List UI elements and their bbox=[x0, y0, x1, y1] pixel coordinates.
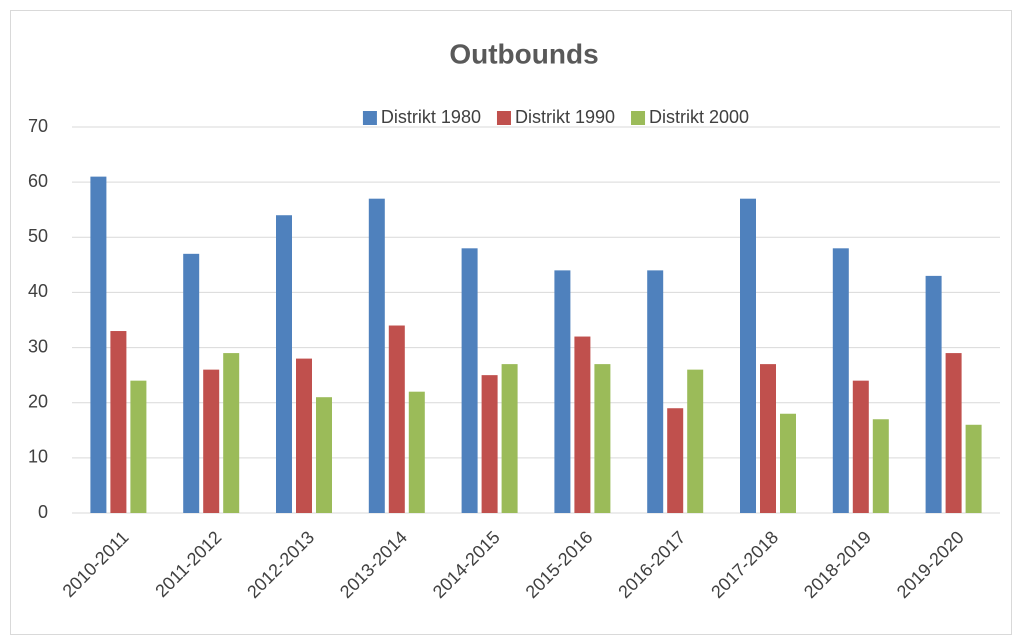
y-tick-label: 0 bbox=[38, 502, 48, 522]
bar bbox=[780, 413, 796, 513]
bar bbox=[501, 364, 518, 513]
bar bbox=[925, 275, 942, 513]
legend-label: Distrikt 2000 bbox=[649, 107, 749, 127]
y-tick-label: 40 bbox=[28, 281, 48, 301]
bar bbox=[965, 424, 982, 513]
bar bbox=[90, 176, 107, 513]
bar bbox=[316, 397, 332, 513]
bar bbox=[945, 353, 962, 513]
y-tick-label: 70 bbox=[28, 116, 48, 136]
chart-title: Outbounds bbox=[449, 38, 598, 69]
bar bbox=[872, 419, 889, 513]
legend-swatch bbox=[362, 111, 377, 125]
bar bbox=[368, 198, 385, 513]
bar bbox=[276, 215, 292, 513]
bar bbox=[130, 380, 147, 513]
bar bbox=[594, 364, 611, 513]
y-tick-label: 20 bbox=[28, 391, 48, 411]
bar bbox=[740, 198, 756, 513]
bar bbox=[760, 364, 776, 513]
y-tick-label: 30 bbox=[28, 336, 48, 356]
bar bbox=[667, 408, 684, 513]
legend-swatch bbox=[631, 111, 646, 125]
bar bbox=[481, 375, 498, 513]
bar bbox=[461, 248, 478, 514]
bar bbox=[223, 353, 240, 513]
bar bbox=[388, 325, 405, 513]
legend-label: Distrikt 1980 bbox=[381, 107, 481, 127]
bar bbox=[687, 369, 704, 513]
legend-swatch bbox=[496, 111, 511, 125]
bar bbox=[408, 391, 425, 513]
legend-label: Distrikt 1990 bbox=[515, 107, 615, 127]
bar bbox=[647, 270, 664, 513]
bar bbox=[183, 253, 200, 514]
bar bbox=[832, 248, 849, 514]
y-tick-label: 60 bbox=[28, 171, 48, 191]
bar bbox=[574, 336, 591, 513]
bar bbox=[296, 358, 312, 513]
y-tick-label: 10 bbox=[28, 447, 48, 467]
y-tick-label: 50 bbox=[28, 226, 48, 246]
bar bbox=[554, 270, 571, 513]
bar bbox=[203, 369, 220, 513]
bar bbox=[110, 331, 127, 513]
bar bbox=[852, 380, 869, 513]
